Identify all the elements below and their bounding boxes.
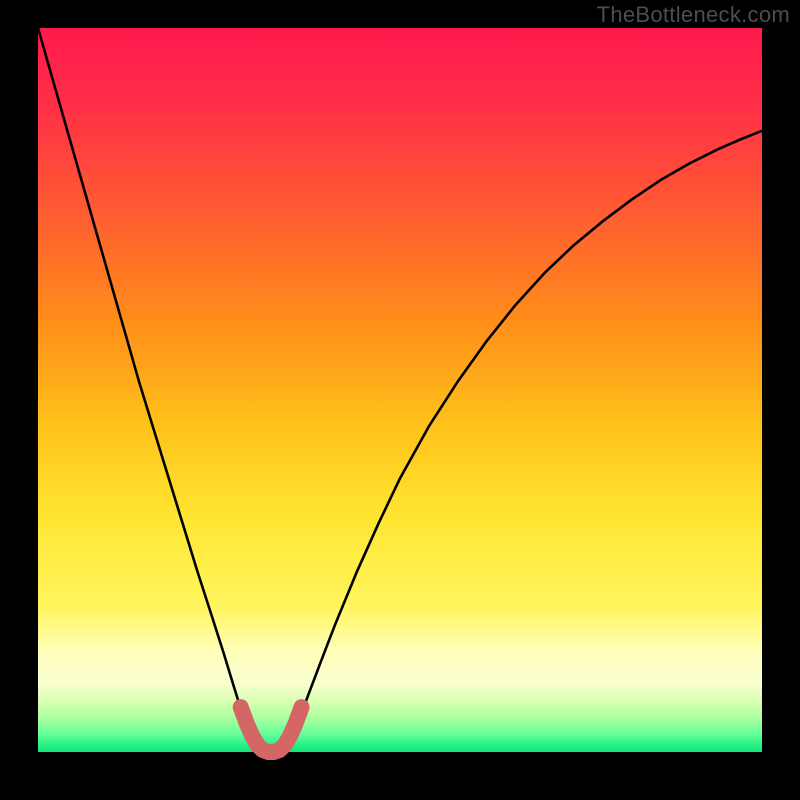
plot-background bbox=[38, 28, 762, 752]
bottleneck-chart bbox=[0, 0, 800, 800]
watermark-label: TheBottleneck.com bbox=[597, 2, 790, 28]
